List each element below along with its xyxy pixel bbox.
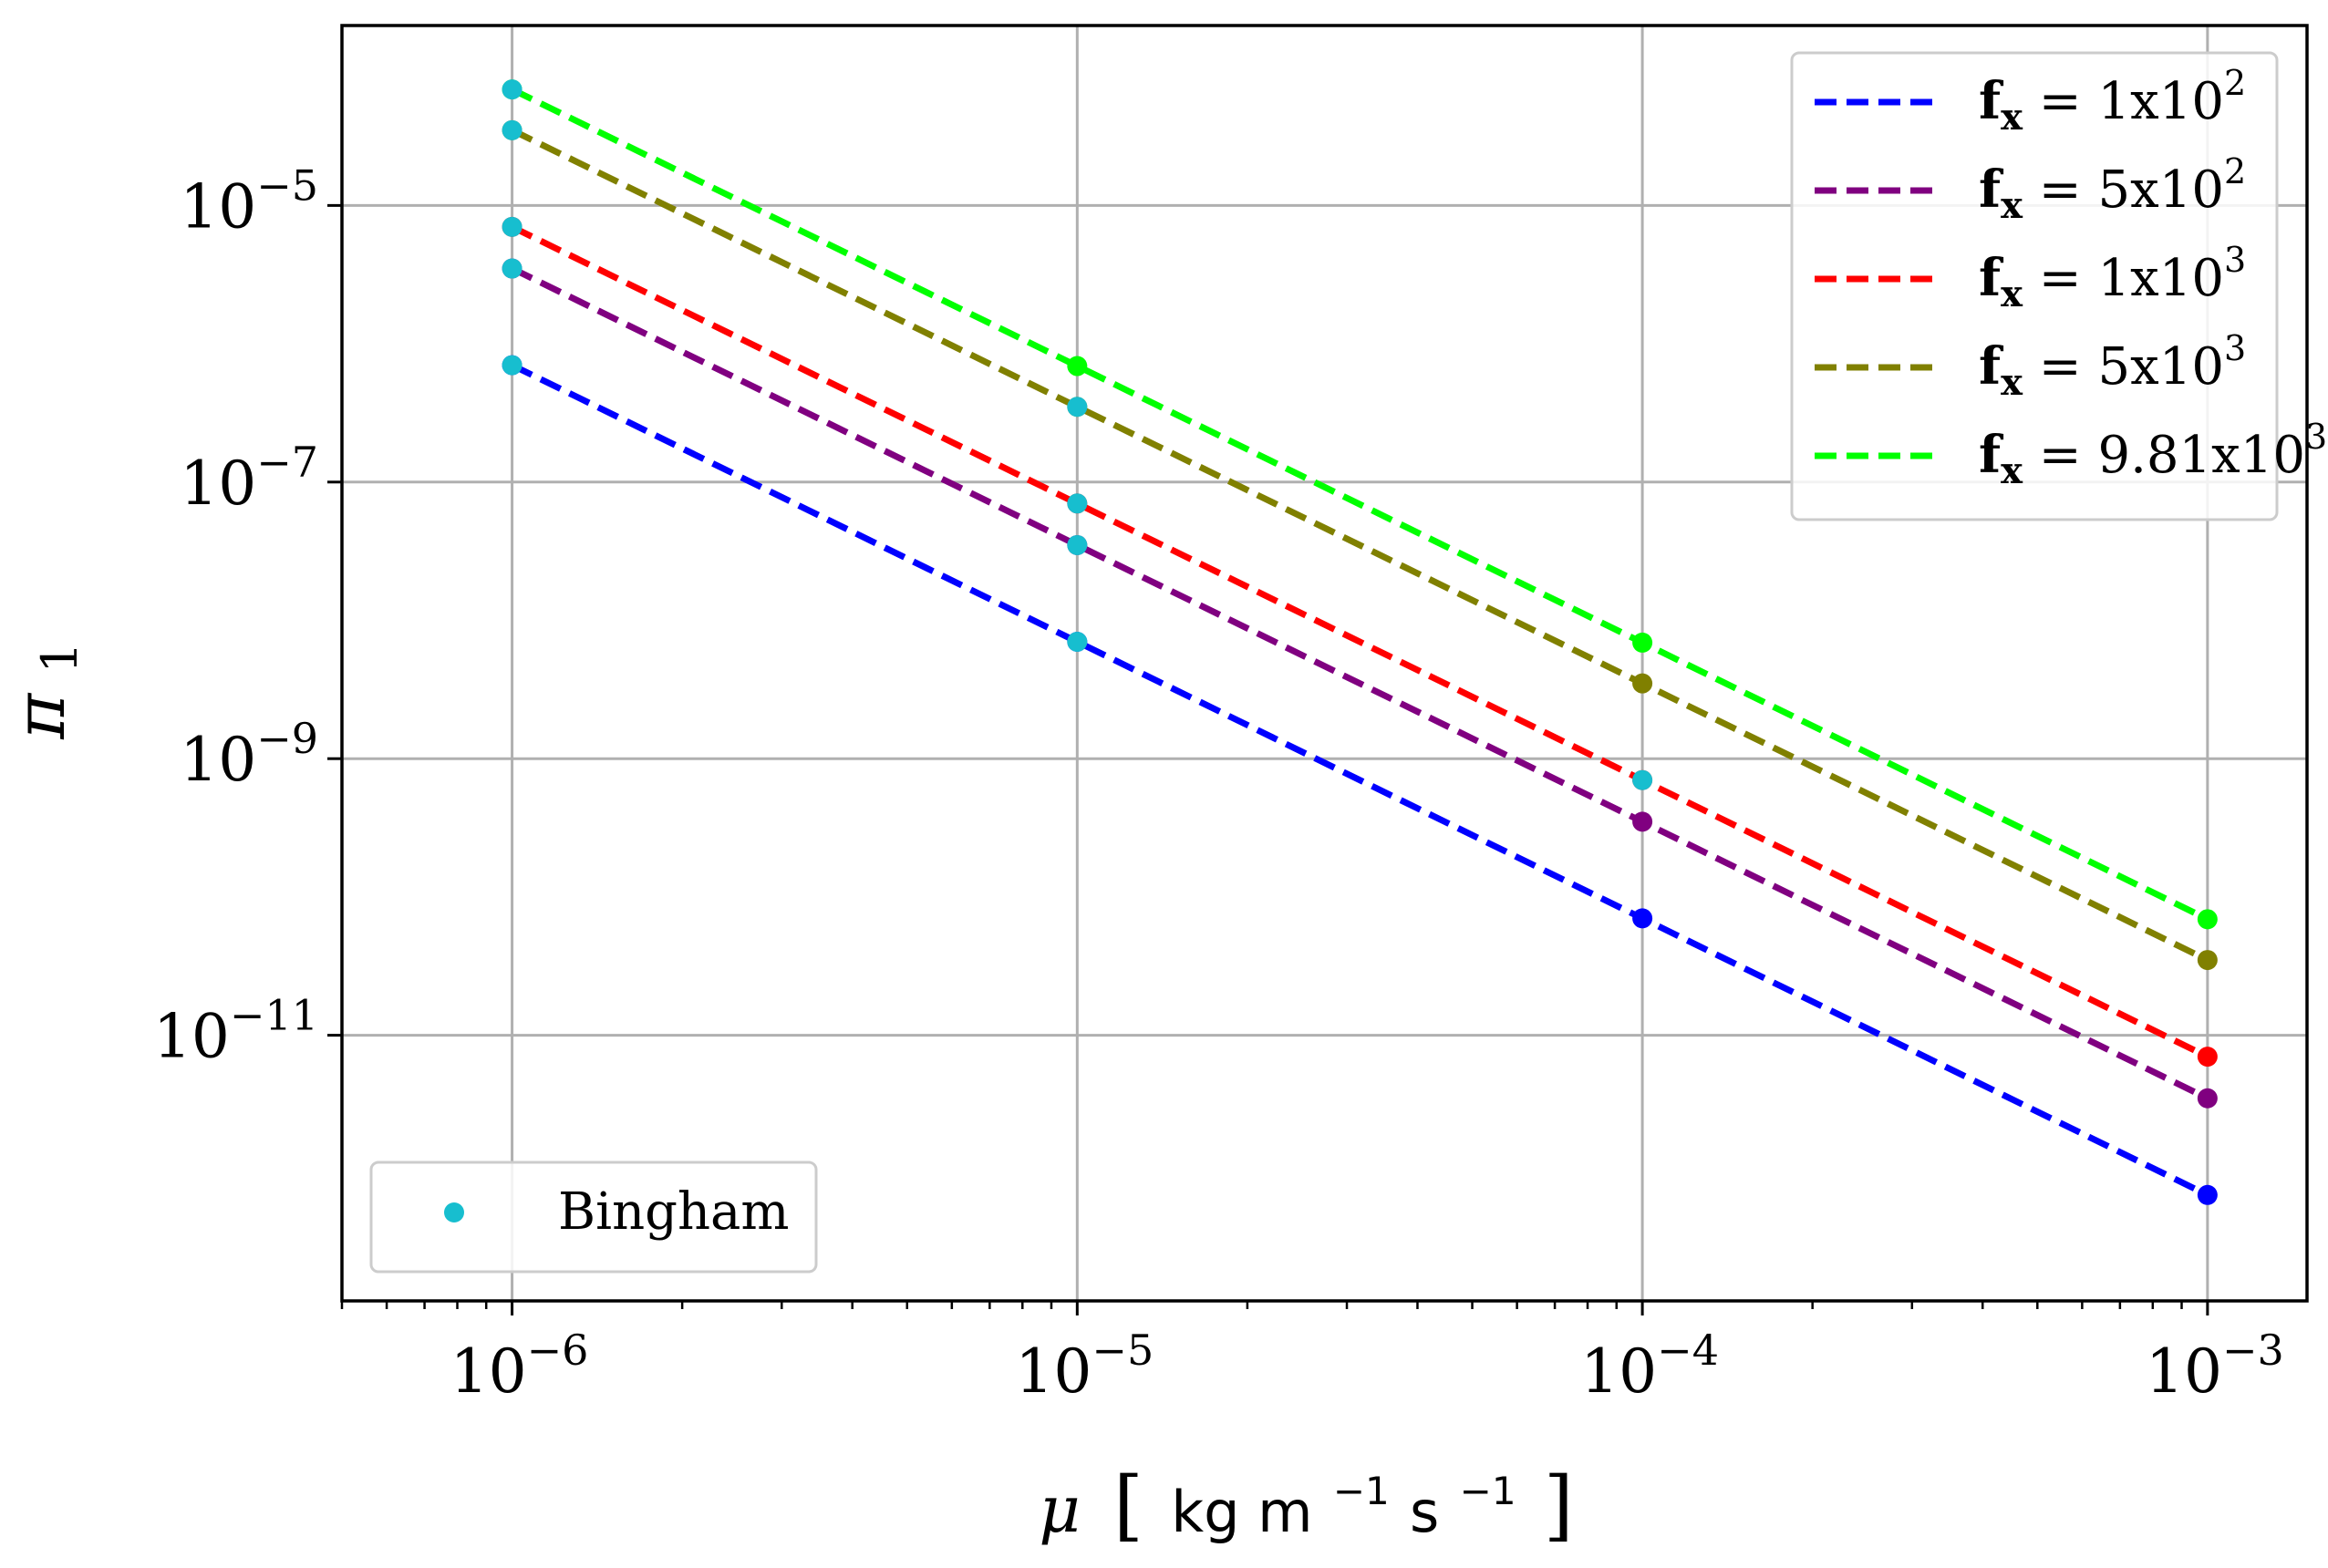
legend-label-3: fx = 5x103 [1979,328,2246,404]
series-point-4 [1632,632,1653,653]
legend-label-subscript: x [2001,184,2023,227]
x-axis-label: μ [ kg m −1 s −1 ] [1039,1445,1573,1550]
legend-label-1: fx = 5x102 [1979,151,2246,227]
y-axis-label: π 1 [0,642,88,740]
legend-label-exponent: 3 [2305,417,2327,457]
bingham-point [1067,534,1088,555]
x-tick-base: 10 [1580,1336,1657,1407]
bingham-legend-box [369,1161,818,1274]
y-tick-base: 10 [153,1002,230,1072]
series-point-0 [1632,908,1653,929]
y-tick-label: 10−7 [180,438,318,519]
y-tick-base: 10 [180,171,256,242]
bingham-point [502,216,523,237]
legend-label-exponent: 3 [2224,328,2246,368]
legend-label-subscript: x [2001,449,2023,492]
y-tick-exponent: −7 [256,438,318,487]
y-axis-ticks: 10−510−710−910−11 [153,160,342,1072]
x-tick-exponent: −4 [1657,1326,1719,1375]
legend-box [1790,51,2279,521]
x-axis-symbol: μ [1039,1472,1081,1547]
legend-label-value: = 5x10 [2023,160,2224,220]
bingham-legend-label: Bingham [558,1182,790,1242]
legend-label-name: f [1979,160,2004,220]
series-point-3 [2197,950,2218,971]
x-tick-label: 10−5 [1015,1326,1154,1407]
x-tick-exponent: −5 [1092,1326,1154,1375]
legend-label-value: = 1x10 [2023,72,2224,131]
x-tick-base: 10 [450,1336,527,1407]
bingham-point [502,258,523,279]
bingham-point [502,79,523,100]
bingham-point [1632,769,1653,790]
bingham-point [1067,493,1088,514]
legend-label-value: = 5x10 [2023,337,2224,397]
x-axis-ticks: 10−6 10−5 10−4 10−3 [450,1301,2284,1407]
legend-label-exponent: 2 [2224,63,2246,103]
x-axis-unit: kg m [1171,1479,1312,1545]
bingham-point [1067,631,1088,652]
y-tick-exponent: −5 [256,160,318,210]
x-tick-label: 10−3 [2146,1326,2284,1407]
legend-label-name: f [1979,336,2004,397]
series-point-4 [2197,909,2218,930]
bingham-point [502,355,523,376]
legend-lower-left: Bingham [369,1161,818,1274]
legend-label-name: f [1979,71,2004,131]
legend-label-subscript: x [2001,361,2023,404]
y-tick-label: 10−5 [180,160,318,242]
series-line-0 [511,362,2209,1198]
series-line-3 [511,127,2209,964]
legend-label-4: fx = 9.81x103 [1979,417,2327,492]
x-tick-base: 10 [1015,1336,1092,1407]
legend-label-value: = 9.81x10 [2023,426,2305,485]
y-axis-symbol: π [0,692,80,740]
series-point-1 [1632,811,1653,832]
series-point-0 [2197,1184,2218,1205]
series-point-2 [2197,1047,2218,1068]
plot-frame [340,24,2309,1303]
series-points [502,79,2218,1205]
x-tick-exponent: −3 [2222,1326,2284,1375]
x-axis-bracket-close: ] [1544,1460,1574,1550]
legend-label-name: f [1979,248,2004,308]
y-tick-exponent: −9 [256,714,318,763]
series-point-1 [2197,1088,2218,1109]
series-line-2 [511,223,2209,1060]
legend-label-exponent: 2 [2224,151,2246,191]
bingham-point [1067,397,1088,418]
bingham-point [502,119,523,140]
legend-label-value: = 1x10 [2023,249,2224,308]
series-point-3 [1632,673,1653,694]
x-axis-unit-exp1: −1 [1333,1469,1390,1513]
x-tick-label: 10−4 [1580,1326,1719,1407]
series-lines [511,86,2209,1198]
x-axis-unit-exp2: −1 [1460,1469,1516,1513]
y-tick-label: 10−11 [153,991,318,1072]
y-tick-base: 10 [180,725,256,795]
series-line-1 [511,265,2209,1101]
legend-label-subscript: x [2001,96,2023,139]
x-tick-exponent: −6 [527,1326,589,1375]
bingham-legend-marker [444,1202,464,1222]
y-tick-base: 10 [180,449,256,519]
legend-label-subscript: x [2001,273,2023,315]
legend-label-name: f [1979,425,2004,485]
legend-label-exponent: 3 [2224,240,2246,280]
y-tick-label: 10−9 [180,714,318,795]
x-tick-label: 10−6 [450,1326,589,1407]
x-axis-bracket-open: [ [1113,1460,1143,1550]
y-axis-subscript: 1 [31,642,88,673]
legend-label-2: fx = 1x103 [1979,240,2246,315]
series-line-4 [511,86,2209,923]
series-point-4 [1067,356,1088,377]
x-tick-base: 10 [2146,1336,2222,1407]
y-tick-exponent: −11 [230,991,318,1040]
x-axis-unit2: s [1410,1479,1439,1545]
legend-label-0: fx = 1x102 [1979,63,2246,139]
